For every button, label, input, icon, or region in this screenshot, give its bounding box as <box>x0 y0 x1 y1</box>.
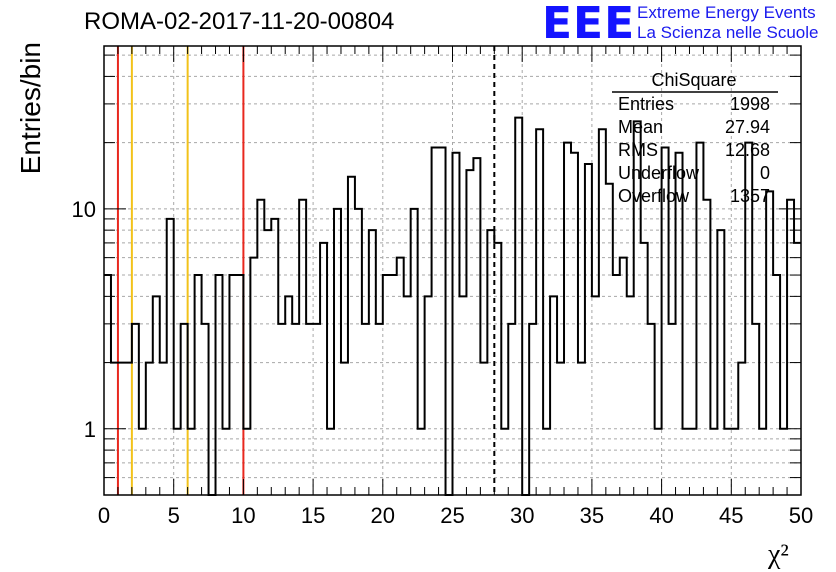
x-tick-label: 10 <box>231 503 255 528</box>
y-tick-label: 10 <box>72 197 96 222</box>
x-tick-label: 45 <box>719 503 743 528</box>
x-tick-label: 30 <box>510 503 534 528</box>
stats-label: Mean <box>618 117 663 137</box>
stats-value: 1998 <box>730 94 770 114</box>
stats-rows: Entries 1998 Mean 27.94 RMS 12.68 Underflow 0 Ov… <box>618 94 770 206</box>
x-tick-label: 20 <box>371 503 395 528</box>
stats-value: 27.94 <box>725 117 770 137</box>
x-tick-label: 50 <box>789 503 813 528</box>
y-axis-label: Entries/bin <box>15 42 46 174</box>
eee-logo: EEE <box>542 0 636 49</box>
logo-line-2: La Scienza nelle Scuole <box>637 23 819 42</box>
stats-label: Overflow <box>618 186 690 206</box>
histogram-step-line <box>104 116 801 496</box>
tick-labels: 0 5 10 15 20 25 30 35 40 45 50 1 10 <box>72 197 814 528</box>
x-axis-label: χ² <box>767 539 789 570</box>
stats-value: 0 <box>760 163 770 183</box>
axis-ticks <box>103 46 802 496</box>
y-tick-label: 1 <box>84 417 96 442</box>
x-tick-label: 15 <box>301 503 325 528</box>
stats-label: RMS <box>618 140 658 160</box>
stats-label: Underflow <box>618 163 700 183</box>
x-tick-label: 5 <box>168 503 180 528</box>
x-tick-label: 40 <box>649 503 673 528</box>
logo-line-1: Extreme Energy Events <box>637 3 816 22</box>
x-tick-label: 35 <box>580 503 604 528</box>
stats-box: ChiSquare Entries 1998 Mean 27.94 RMS 12.68 Un… <box>612 70 778 206</box>
x-tick-label: 25 <box>440 503 464 528</box>
stats-value: 1357 <box>730 186 770 206</box>
chart-title: ROMA-02-2017-11-20-00804 <box>84 8 395 35</box>
x-tick-label: 0 <box>98 503 110 528</box>
stats-value: 12.68 <box>725 140 770 160</box>
stats-title: ChiSquare <box>651 70 736 90</box>
stats-label: Entries <box>618 94 674 114</box>
